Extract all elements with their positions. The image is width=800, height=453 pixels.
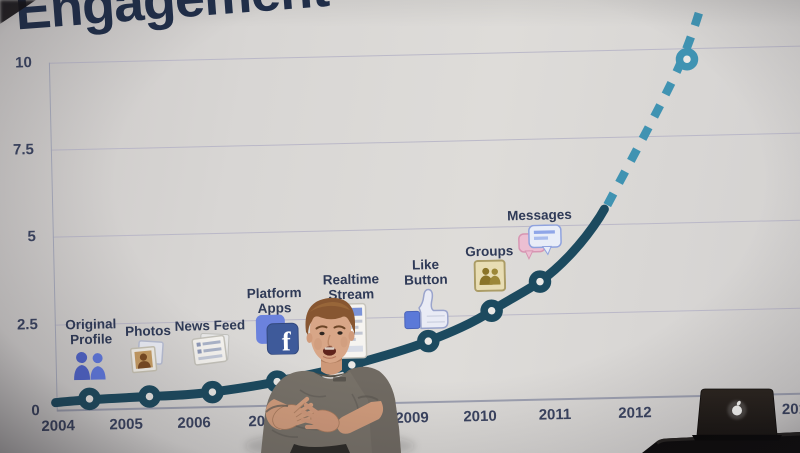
photo-stack-icon [129,340,164,374]
projection-dashed-line [603,11,703,208]
feed-list-icon [191,332,230,366]
marker-projection-end [675,47,699,71]
marker-photos [138,385,161,408]
svg-text:f: f [281,326,292,355]
marker-groups [480,299,503,322]
chat-bubbles-icon [518,224,562,261]
apple-logo [727,400,747,420]
shirt-print [333,377,346,382]
laptop [692,388,782,441]
thumbs-up-icon [404,288,449,330]
group-people-icon [473,259,507,293]
presenter-figure [261,297,401,453]
marker-original-profile [78,387,101,411]
marker-messages [528,270,552,293]
marker-like-button [417,329,440,353]
facebook-squares-icon: f [255,314,299,356]
marker-news-feed [201,380,224,404]
people-icon [74,352,106,381]
